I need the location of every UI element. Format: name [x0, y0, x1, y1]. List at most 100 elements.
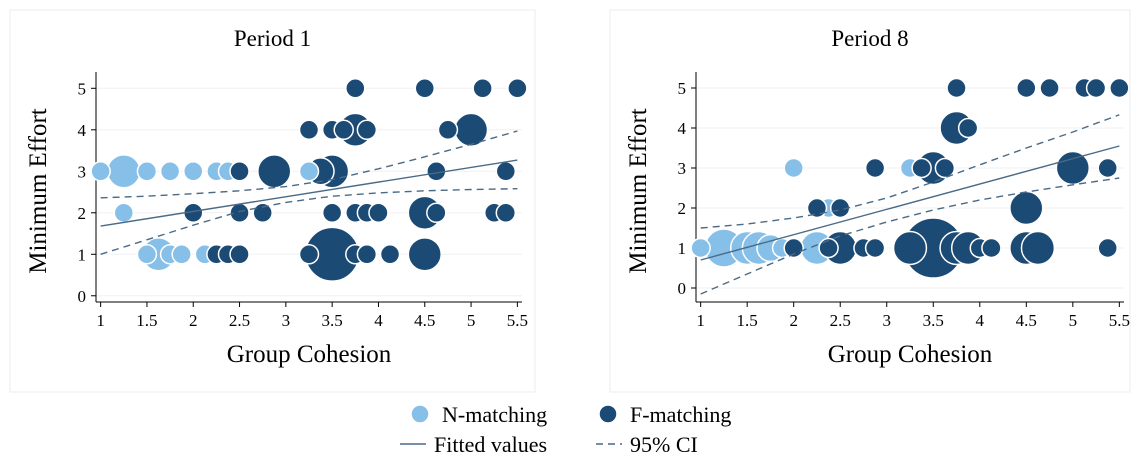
f-matching-point	[437, 119, 459, 141]
y-tick-label: 1	[678, 239, 687, 258]
y-tick-label: 3	[678, 159, 687, 178]
y-tick-label: 4	[78, 121, 87, 140]
x-tick-label: 1.5	[136, 311, 157, 330]
x-tick-label: 4.5	[414, 311, 435, 330]
ci-upper-line	[700, 114, 1120, 229]
f-matching-point	[252, 202, 273, 224]
chart-legend: N-matching F-matching Fitted values 95% CI	[400, 402, 731, 457]
f-matching-point	[864, 237, 886, 259]
f-matching-point	[892, 230, 928, 266]
f-matching-point	[298, 119, 320, 141]
x-tick-label: 2	[189, 311, 198, 330]
f-matching-point	[818, 237, 839, 259]
x-axis-title: Group Cohesion	[227, 341, 392, 368]
n-matching-point	[113, 202, 135, 224]
f-matching-point	[864, 157, 886, 179]
f-matching-point	[356, 119, 378, 141]
n-matching-point	[783, 157, 804, 179]
f-matching-point	[321, 202, 343, 224]
x-tick-label: 2	[789, 311, 798, 330]
y-tick-label: 2	[78, 204, 87, 223]
n-matching-point	[136, 244, 158, 265]
fitted-values-line	[100, 159, 518, 227]
x-tick-label: 1.5	[737, 311, 758, 330]
ci-lower-line	[100, 188, 518, 255]
x-tick-label: 3	[882, 311, 891, 330]
n-matching-point	[171, 244, 192, 265]
x-tick-label: 5.5	[1109, 311, 1130, 330]
f-matching-point	[1085, 77, 1107, 99]
f-matching-point	[472, 78, 493, 99]
f-matching-point	[229, 202, 250, 224]
panel-frame	[9, 9, 536, 393]
f-matching-point	[379, 244, 401, 265]
fitted-values-line	[700, 145, 1120, 261]
f-matching-point	[1009, 190, 1044, 226]
x-tick-label: 3	[282, 311, 291, 330]
legend-label: Fitted values	[434, 432, 547, 457]
f-matching-point	[1097, 237, 1118, 259]
f-matching-point	[957, 117, 979, 139]
f-matching-point	[495, 161, 517, 182]
n-matching-point	[298, 161, 320, 182]
y-tick-label: 5	[78, 79, 87, 98]
legend-marker	[598, 404, 618, 424]
f-matching-point	[368, 202, 389, 224]
f-matching-point	[1039, 77, 1060, 99]
y-axis-title: Minimum Effort	[625, 108, 652, 274]
y-tick-label: 5	[678, 79, 687, 98]
y-tick-label: 1	[78, 245, 87, 264]
panel-title: Period 1	[234, 26, 311, 51]
n-matching-point	[159, 161, 181, 182]
x-tick-label: 3.5	[923, 311, 944, 330]
legend-marker	[410, 404, 430, 424]
f-matching-point	[495, 202, 517, 224]
n-matching-point	[106, 154, 141, 189]
legend-label: N-matching	[442, 402, 547, 427]
x-tick-label: 1	[696, 311, 705, 330]
panel-title: Period 8	[831, 26, 908, 51]
f-matching-point	[333, 119, 354, 141]
f-matching-point	[507, 78, 528, 99]
f-matching-point	[426, 202, 447, 224]
f-matching-point	[1109, 77, 1130, 99]
n-matching-point	[90, 161, 111, 182]
legend-label: F-matching	[630, 402, 731, 427]
f-matching-point	[1055, 150, 1091, 186]
f-matching-point	[345, 78, 366, 99]
f-matching-point	[298, 244, 320, 265]
x-tick-label: 4	[976, 311, 985, 330]
f-matching-point	[229, 244, 250, 265]
f-matching-point	[407, 237, 442, 272]
f-matching-point	[414, 78, 436, 99]
x-axis-title: Group Cohesion	[828, 341, 993, 368]
y-tick-label: 2	[678, 199, 687, 218]
x-tick-label: 5	[1069, 311, 1078, 330]
f-matching-point	[1097, 157, 1118, 179]
x-tick-label: 1	[96, 311, 105, 330]
n-matching-point	[182, 161, 204, 182]
x-tick-label: 5	[467, 311, 476, 330]
f-matching-point	[1016, 77, 1037, 99]
x-tick-label: 5.5	[507, 311, 528, 330]
x-tick-label: 4.5	[1016, 311, 1037, 330]
f-matching-point	[229, 161, 250, 182]
f-matching-point	[946, 77, 967, 99]
x-tick-label: 2.5	[830, 311, 851, 330]
x-tick-label: 2.5	[229, 311, 250, 330]
legend-label: 95% CI	[630, 432, 698, 457]
y-tick-label: 4	[678, 119, 687, 138]
ci-upper-line	[100, 130, 518, 199]
panel-frame	[609, 9, 1131, 393]
f-matching-point	[981, 237, 1002, 259]
x-tick-label: 4	[374, 311, 383, 330]
y-tick-label: 0	[78, 287, 87, 306]
n-matching-point	[690, 237, 711, 259]
f-matching-point	[934, 157, 956, 179]
f-matching-point	[911, 157, 932, 179]
f-matching-point	[356, 244, 378, 265]
x-tick-label: 3.5	[322, 311, 343, 330]
